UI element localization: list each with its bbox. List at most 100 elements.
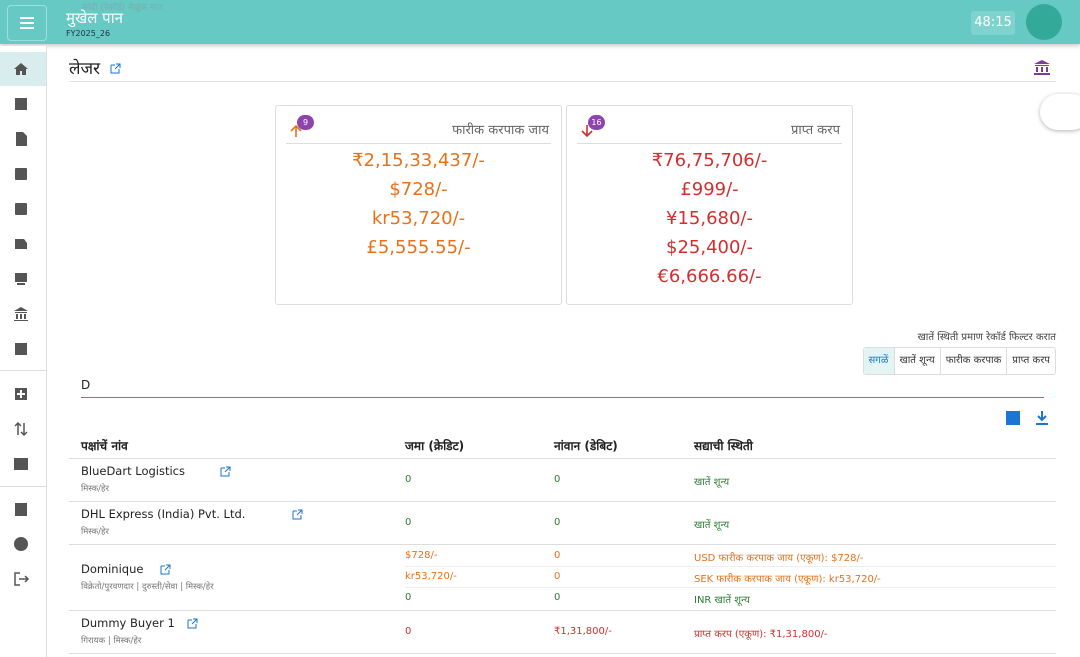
avatar[interactable]	[1026, 4, 1062, 40]
party-name[interactable]: Dominique	[81, 561, 144, 576]
amount: $25,400/-	[666, 237, 753, 258]
filter-group: सगळें खातें शून्य फारीक करपाक प्राप्त करप	[862, 347, 1056, 375]
column-header: नांवान (डेबिट)	[554, 439, 618, 453]
divider	[69, 458, 1056, 459]
credit: kr53,720/-	[405, 571, 457, 582]
table-row: DHL Express (India) Pvt. Ltd. मिस्क/हेर 0 0…	[69, 502, 1056, 545]
amount: £999/-	[680, 179, 739, 200]
table-row: BlueDart Logistics मिस्क/हेर 0 0 खातें शून्य	[69, 459, 1056, 502]
menu-icon	[20, 17, 34, 29]
summary-card: 9 फारीक करपाक जाय ₹2,15,33,437/- $728/- kr53…	[275, 105, 562, 305]
card-title: फारीक करपाक जाय	[452, 123, 549, 138]
debit: 0	[554, 571, 561, 582]
line-divider	[405, 587, 1056, 588]
card-title: प्राप्त करप	[791, 123, 840, 138]
filter-button[interactable]: प्राप्त करप	[1006, 348, 1055, 374]
download-button[interactable]	[1035, 410, 1049, 426]
hint: सांदी (रेकॉर्ड) मेळूंक नात	[82, 3, 163, 13]
credit: 0	[405, 517, 412, 528]
divider	[286, 143, 551, 144]
column-header: जमा (क्रेडिट)	[405, 439, 465, 453]
status: प्राप्त करप (एकूण): ₹1,31,800/-	[694, 629, 828, 640]
amount-list: ₹76,75,706/- £999/- ¥15,680/- $25,400/- €6,6…	[567, 146, 852, 291]
nav-doc[interactable]	[12, 130, 30, 148]
amount-list: ₹2,15,33,437/- $728/- kr53,720/- £5,555.55/…	[276, 146, 561, 262]
divider	[577, 143, 842, 144]
search-input[interactable]: D	[81, 378, 1044, 398]
open-link[interactable]	[110, 63, 121, 74]
nav-home[interactable]	[12, 60, 30, 78]
divider	[0, 486, 46, 487]
nav-pos[interactable]	[12, 270, 30, 288]
party-name[interactable]: DHL Express (India) Pvt. Ltd.	[81, 507, 246, 521]
party-tags: मिस्क/हेर	[81, 527, 109, 537]
nav-list[interactable]	[12, 95, 30, 113]
amount: ¥15,680/-	[666, 208, 753, 229]
filter-button[interactable]: खातें शून्य	[893, 348, 940, 374]
status: SEK फारीक करपाक जाय (एकूण): kr53,720/-	[694, 574, 881, 585]
status: खातें शून्य	[694, 477, 730, 488]
credit: 0	[405, 474, 412, 485]
debit: 0	[554, 550, 561, 561]
summary-card: 16 प्राप्त करप ₹76,75,706/- £999/- ¥15,680/-…	[566, 105, 853, 305]
amount: €6,666.66/-	[657, 266, 762, 287]
debit: 0	[554, 517, 561, 528]
debit: 0	[554, 592, 561, 603]
column-header: सद्याची स्थिती	[694, 439, 753, 453]
arrow-icon	[581, 125, 593, 138]
page-title: लेजर	[69, 59, 101, 79]
credit: $728/-	[405, 550, 438, 561]
filter-caption: खातें स्थिती प्रमाण रेकॉर्ड फिल्टर करात	[917, 332, 1056, 343]
ledger-table: पक्षांचें नांव जमा (क्रेडिट) नांवान (डेबिट…	[69, 430, 1056, 657]
pdf-button[interactable]	[1005, 410, 1021, 426]
app-title: मुखेल पान	[66, 9, 123, 27]
table-row: Dummy Buyer 1 गिरायक | मिस्क/हेर 0 ₹1,31,80…	[69, 611, 1056, 654]
fiscal-year: FY2025_26	[66, 29, 111, 38]
open-link[interactable]	[187, 618, 198, 629]
nav-download[interactable]	[12, 200, 30, 218]
nav-add[interactable]	[12, 385, 30, 403]
filter-button[interactable]: सगळें	[863, 348, 894, 374]
bank-icon[interactable]	[1033, 58, 1051, 76]
amount: ₹76,75,706/-	[651, 150, 768, 171]
badge: 16	[588, 115, 605, 130]
nav-logout[interactable]	[12, 570, 30, 588]
table-row: Dominique विक्रेतो/पुरवणदार | दुरुस्ती/से…	[69, 545, 1056, 611]
amount: £5,555.55/-	[366, 237, 471, 258]
open-link[interactable]	[160, 564, 171, 575]
line-divider	[405, 566, 1056, 567]
nav-swap[interactable]	[12, 420, 30, 438]
status: INR खातें शून्य	[694, 595, 750, 606]
open-link[interactable]	[220, 466, 231, 477]
debit: ₹1,31,800/-	[554, 626, 612, 637]
party-tags: विक्रेतो/पुरवणदार | दुरुस्ती/सेवा | मिस्…	[81, 581, 214, 592]
filter-button[interactable]: फारीक करपाक	[939, 348, 1007, 374]
nav-label[interactable]	[12, 235, 30, 253]
debit: 0	[554, 474, 561, 485]
open-link[interactable]	[292, 509, 303, 520]
menu-button[interactable]	[7, 5, 47, 41]
credit: 0	[405, 626, 412, 637]
sidebar	[0, 46, 47, 657]
credit: 0	[405, 592, 412, 603]
party-tags: मिस्क/हेर	[81, 484, 109, 494]
amount: ₹2,15,33,437/-	[352, 150, 485, 171]
nav-help[interactable]	[12, 535, 30, 553]
nav-table[interactable]	[12, 455, 30, 473]
party-name[interactable]: Dummy Buyer 1	[81, 616, 175, 630]
party-name[interactable]: BlueDart Logistics	[81, 464, 185, 478]
status: खातें शून्य	[694, 520, 730, 531]
divider	[0, 370, 46, 371]
arrow-icon	[290, 124, 302, 137]
divider	[69, 81, 1056, 82]
nav-clipboard[interactable]	[12, 500, 30, 518]
top-bar: सांदी (रेकॉर्ड) मेळूंक नात मुखेल पान FY2…	[0, 0, 1080, 44]
nav-inbox[interactable]	[12, 165, 30, 183]
party-tags: गिरायक | मिस्क/हेर	[81, 636, 142, 646]
side-tab[interactable]	[1040, 94, 1080, 130]
nav-bank[interactable]	[12, 305, 30, 323]
status: USD फारीक करपाक जाय (एकूण): $728/-	[694, 553, 864, 564]
amount: $728/-	[389, 179, 448, 200]
nav-archive[interactable]	[12, 340, 30, 358]
